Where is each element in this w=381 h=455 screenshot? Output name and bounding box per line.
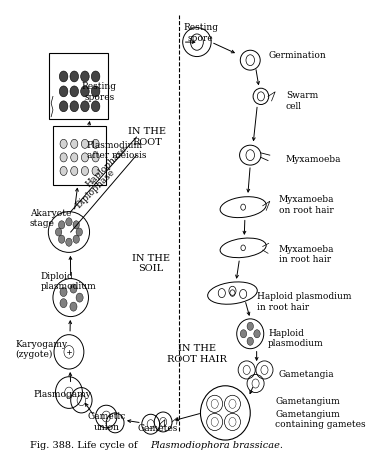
Circle shape <box>66 238 72 246</box>
Circle shape <box>92 153 99 162</box>
Text: IN THE
ROOT HAIR: IN THE ROOT HAIR <box>167 344 227 364</box>
Circle shape <box>91 101 100 112</box>
Circle shape <box>59 86 68 97</box>
Circle shape <box>92 139 99 148</box>
Circle shape <box>70 86 78 97</box>
Text: Haplophase: Haplophase <box>84 144 129 189</box>
Circle shape <box>73 235 79 243</box>
Circle shape <box>55 228 62 236</box>
Text: Myxamoeba: Myxamoeba <box>286 155 341 164</box>
Circle shape <box>58 235 65 243</box>
Text: Diploid
plasmodium: Diploid plasmodium <box>40 272 96 292</box>
Circle shape <box>70 101 78 112</box>
Text: Gametangium
containing gametes: Gametangium containing gametes <box>275 410 366 430</box>
Text: Plasmogamy: Plasmogamy <box>34 390 91 399</box>
Text: Myxamoeba
on root hair: Myxamoeba on root hair <box>279 195 334 215</box>
Text: IN THE
ROOT: IN THE ROOT <box>128 127 166 147</box>
Circle shape <box>81 101 89 112</box>
Circle shape <box>70 284 77 293</box>
Circle shape <box>76 228 82 236</box>
Circle shape <box>81 86 89 97</box>
Circle shape <box>247 322 253 330</box>
Text: Akaryote
stage: Akaryote stage <box>30 209 71 228</box>
Text: Gametic
union: Gametic union <box>87 412 125 432</box>
Text: Gametes: Gametes <box>138 424 178 433</box>
Circle shape <box>71 153 78 162</box>
Circle shape <box>91 86 100 97</box>
Circle shape <box>71 139 78 148</box>
Circle shape <box>82 139 88 148</box>
Text: Diplophase: Diplophase <box>74 168 117 210</box>
Circle shape <box>82 167 88 176</box>
Circle shape <box>240 330 247 338</box>
Circle shape <box>66 218 72 226</box>
Circle shape <box>91 71 100 82</box>
Circle shape <box>254 330 260 338</box>
Circle shape <box>60 288 67 297</box>
Text: Gametangium: Gametangium <box>275 397 340 406</box>
Circle shape <box>60 298 67 308</box>
Circle shape <box>58 221 65 229</box>
Circle shape <box>70 71 78 82</box>
Circle shape <box>92 167 99 176</box>
Circle shape <box>247 337 253 345</box>
Circle shape <box>82 153 88 162</box>
Text: Plasmodium
after meiosis: Plasmodium after meiosis <box>87 141 146 160</box>
Text: Resting
spore: Resting spore <box>183 23 218 43</box>
Circle shape <box>76 293 83 302</box>
Circle shape <box>60 153 67 162</box>
Text: Swarm
cell: Swarm cell <box>286 91 318 111</box>
Circle shape <box>81 71 89 82</box>
Text: Haploid plasmodium
in root hair: Haploid plasmodium in root hair <box>257 293 352 312</box>
Text: Plasmodiophora brassicae.: Plasmodiophora brassicae. <box>150 441 283 450</box>
Circle shape <box>73 221 79 229</box>
Text: Haploid
plasmodium: Haploid plasmodium <box>268 329 324 348</box>
Text: Resting
spores: Resting spores <box>82 82 117 101</box>
Circle shape <box>59 71 68 82</box>
Circle shape <box>59 101 68 112</box>
Text: Karyogamy
(zygote): Karyogamy (zygote) <box>16 340 68 359</box>
Circle shape <box>60 167 67 176</box>
Text: IN THE
SOIL: IN THE SOIL <box>132 254 170 273</box>
Circle shape <box>70 302 77 311</box>
Text: Gametangia: Gametangia <box>279 370 334 379</box>
Text: Myxamoeba
in root hair: Myxamoeba in root hair <box>279 245 334 264</box>
Text: Germination: Germination <box>268 51 326 60</box>
Circle shape <box>71 167 78 176</box>
Text: Fig. 388. Life cycle of: Fig. 388. Life cycle of <box>30 441 141 450</box>
Circle shape <box>60 139 67 148</box>
